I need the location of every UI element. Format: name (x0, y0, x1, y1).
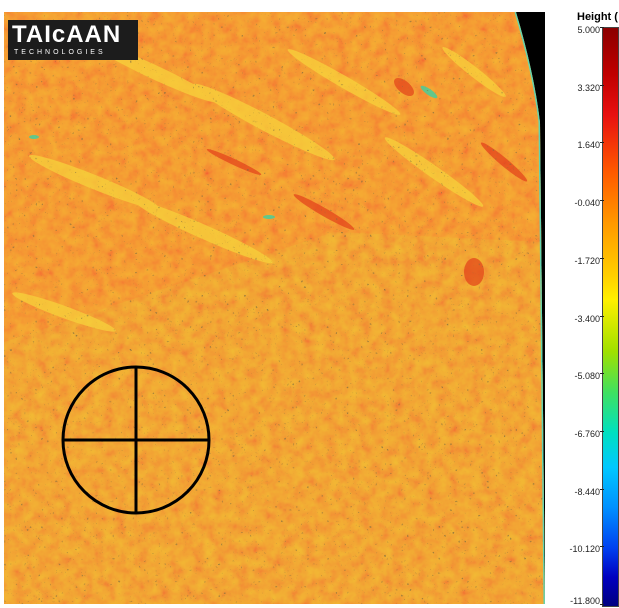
legend-tick-label: -11.800 (570, 596, 600, 606)
legend-tick-label: 5.000 (577, 25, 600, 35)
legend-tick-label: -8.440 (574, 486, 600, 497)
legend-tick-label: -6.760 (574, 428, 600, 439)
legend-tick-mark (600, 546, 604, 548)
surface-height-map[interactable] (4, 12, 545, 604)
legend-tick-mark (600, 257, 604, 259)
legend-tick-label: -10.120 (569, 544, 600, 555)
logo-subtitle: TECHNOLOGIES (14, 49, 106, 56)
legend-tick-mark (600, 315, 604, 317)
legend-tick-mark (600, 142, 604, 144)
legend-title: Height ( (577, 11, 618, 23)
color-scale-bar (602, 27, 619, 607)
logo-brand-text: TAIcAAN (12, 21, 122, 48)
company-logo: TAIcAAN TECHNOLOGIES (8, 20, 138, 60)
legend-tick-mark (600, 84, 604, 86)
legend-tick-label: -3.400 (574, 313, 600, 324)
legend-tick-mark (600, 373, 604, 375)
legend-tick-label: -0.040 (574, 198, 600, 209)
legend-tick-label: -5.080 (574, 371, 600, 382)
legend-tick-mark (600, 488, 604, 490)
legend-tick-mark (600, 27, 604, 28)
legend-tick-mark (600, 604, 604, 605)
height-legend: Height ( 5.000 3.320 1.640 -0.040 -1.720 -3.4… (548, 10, 619, 608)
sample-surface (4, 12, 545, 604)
legend-tick-mark (600, 200, 604, 202)
crosshair-reticle (61, 365, 211, 515)
legend-tick-mark (600, 430, 604, 432)
legend-tick-label: -1.720 (574, 255, 600, 266)
legend-tick-label: 3.320 (577, 82, 600, 93)
legend-tick-label: 1.640 (577, 140, 600, 151)
height-map-image (4, 12, 545, 604)
